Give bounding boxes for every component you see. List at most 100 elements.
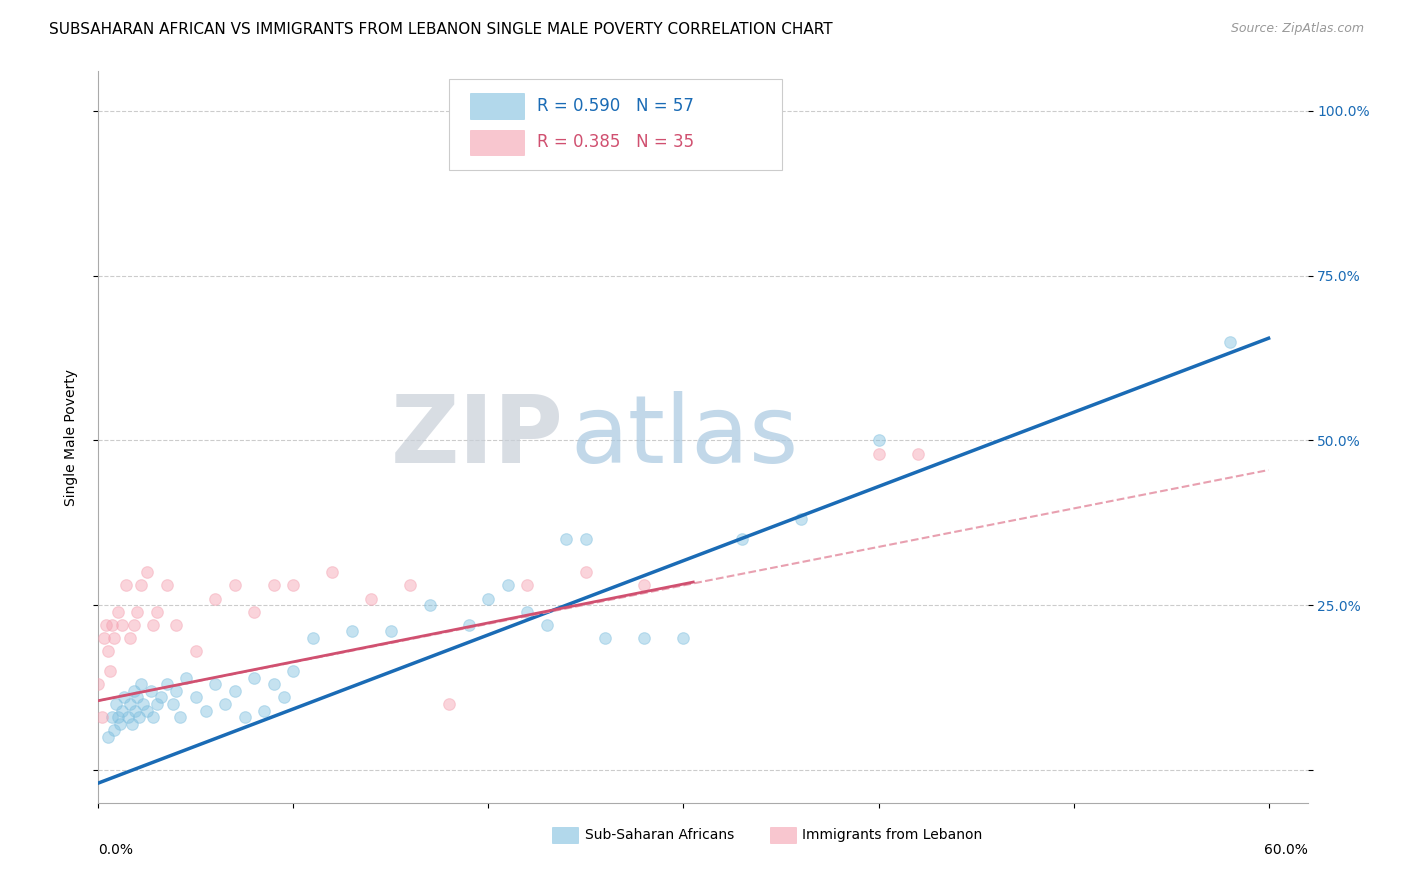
Point [146, 697, 169, 711]
Point [253, 704, 276, 718]
Point [263, 578, 285, 592]
Point [595, 631, 617, 645]
Point [103, 723, 125, 738]
Point [165, 683, 187, 698]
Point [93, 631, 115, 645]
Point [162, 697, 184, 711]
Point [139, 683, 162, 698]
Point [136, 704, 159, 718]
Point [127, 690, 149, 705]
Point [142, 618, 165, 632]
Point [273, 690, 295, 705]
Y-axis label: Single Male Poverty: Single Male Poverty [63, 368, 77, 506]
Point [104, 697, 127, 711]
Point [214, 697, 236, 711]
Point [103, 631, 125, 645]
Point [169, 710, 191, 724]
Point [302, 631, 325, 645]
Point [907, 446, 929, 460]
Point [868, 446, 890, 460]
Point [868, 434, 890, 448]
Text: 0.0%: 0.0% [98, 843, 134, 857]
Point [118, 631, 141, 645]
Point [107, 605, 129, 619]
Bar [470, 93, 524, 119]
Point [142, 710, 165, 724]
Text: SUBSAHARAN AFRICAN VS IMMIGRANTS FROM LEBANON SINGLE MALE POVERTY CORRELATION CH: SUBSAHARAN AFRICAN VS IMMIGRANTS FROM LE… [49, 22, 832, 37]
Point [789, 512, 811, 526]
Point [419, 598, 441, 612]
Text: R = 0.590   N = 57: R = 0.590 N = 57 [537, 96, 695, 115]
Text: atlas: atlas [569, 391, 799, 483]
Text: 60.0%: 60.0% [1264, 843, 1308, 857]
Point [399, 578, 422, 592]
Point [555, 533, 578, 547]
Point [633, 578, 655, 592]
Point [107, 710, 129, 724]
Point [122, 683, 145, 698]
Point [263, 677, 285, 691]
Point [97, 644, 120, 658]
Point [283, 578, 305, 592]
Point [340, 624, 363, 639]
Point [204, 677, 226, 691]
Point [117, 710, 139, 724]
Point [97, 730, 120, 744]
Point [184, 690, 207, 705]
Text: Immigrants from Lebanon: Immigrants from Lebanon [803, 828, 983, 842]
Point [101, 710, 124, 724]
Point [122, 618, 145, 632]
Text: R = 0.385   N = 35: R = 0.385 N = 35 [537, 133, 695, 152]
Point [516, 605, 538, 619]
Point [131, 578, 153, 592]
Point [112, 690, 135, 705]
Point [156, 578, 179, 592]
Point [149, 690, 172, 705]
Point [536, 618, 558, 632]
Point [165, 618, 187, 632]
Bar [551, 827, 578, 843]
Point [633, 631, 655, 645]
Point [283, 664, 305, 678]
Point [184, 644, 207, 658]
Point [87, 677, 110, 691]
Point [233, 710, 256, 724]
Point [108, 716, 131, 731]
Point [516, 578, 538, 592]
Point [156, 677, 179, 691]
Point [174, 671, 197, 685]
Point [124, 704, 146, 718]
Point [98, 664, 121, 678]
Bar [470, 129, 524, 155]
Point [146, 605, 169, 619]
Point [101, 618, 124, 632]
Point [136, 565, 159, 579]
Point [111, 618, 134, 632]
Point [114, 578, 136, 592]
Point [243, 605, 266, 619]
Point [96, 618, 118, 632]
FancyBboxPatch shape [449, 78, 782, 170]
Point [131, 677, 153, 691]
Point [127, 605, 149, 619]
Point [575, 533, 598, 547]
Point [575, 565, 598, 579]
Point [731, 533, 754, 547]
Point [204, 591, 226, 606]
Point [224, 683, 246, 698]
Point [194, 704, 217, 718]
Text: ZIP: ZIP [391, 391, 564, 483]
Point [439, 697, 461, 711]
Point [121, 716, 143, 731]
Point [380, 624, 402, 639]
Point [132, 697, 155, 711]
Point [458, 618, 481, 632]
Point [128, 710, 150, 724]
Bar [769, 827, 796, 843]
Point [118, 697, 141, 711]
Text: Sub-Saharan Africans: Sub-Saharan Africans [585, 828, 734, 842]
Point [1219, 334, 1241, 349]
Point [91, 710, 114, 724]
Point [111, 704, 134, 718]
Point [224, 578, 246, 592]
